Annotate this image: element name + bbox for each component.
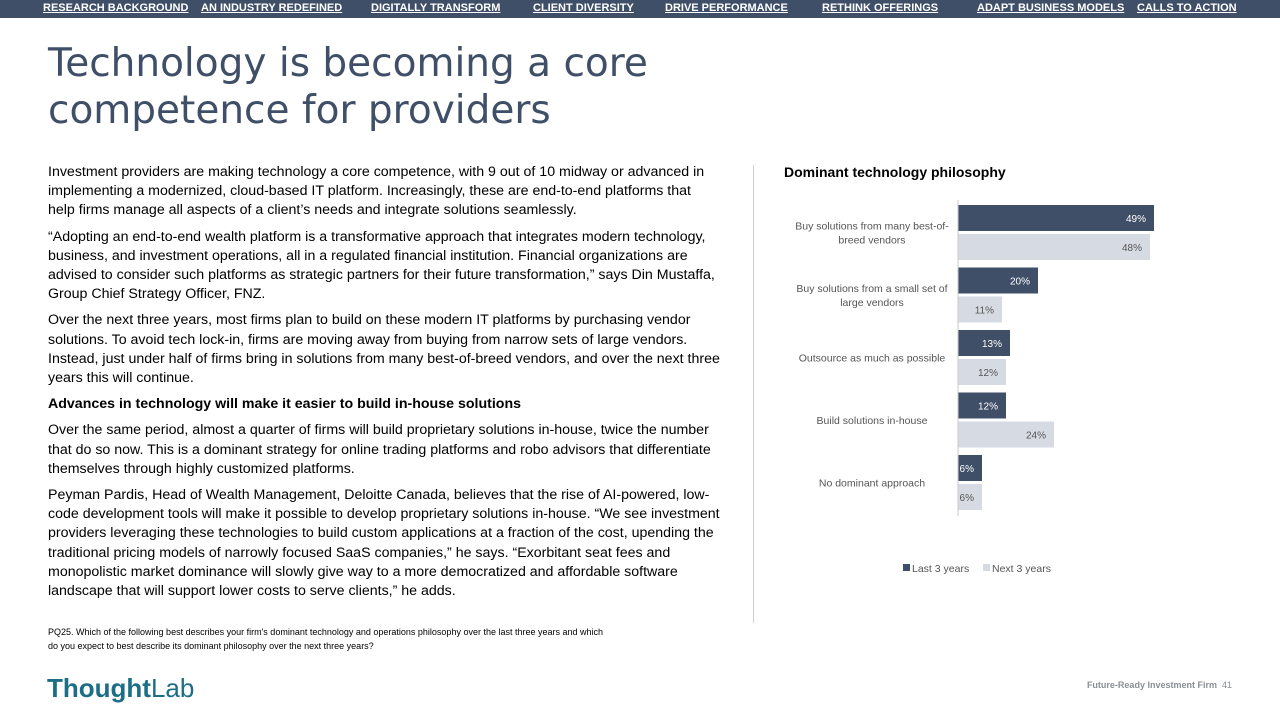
bar-last-3-years [958, 392, 1006, 419]
top-navigation: RESEARCH BACKGROUND AN INDUSTRY REDEFINE… [0, 0, 1280, 18]
bar-next-3-years [958, 296, 1002, 323]
legend-label: Last 3 years [912, 563, 969, 575]
data-label: 24% [1026, 431, 1046, 442]
bar-last-3-years [958, 267, 1038, 294]
bar-chart: Dominant technology philosophy Buy soluti… [784, 164, 1154, 575]
legend-swatch [983, 564, 990, 571]
bar-next-3-years [958, 234, 1150, 260]
bar-next-3-years [958, 421, 1054, 448]
legend-label: Next 3 years [992, 563, 1051, 575]
category-label: Outsource as much as possible [799, 353, 946, 365]
category-label: Buy solutions from many best-of-breed ve… [795, 221, 949, 247]
body-paragraph: Over the next three years, most firms pl… [48, 312, 720, 387]
nav-digitally-transform[interactable]: DIGITALLY TRANSFORM [371, 2, 501, 14]
body-paragraph-quote: “Adopting an end-to-end wealth platform … [48, 228, 715, 303]
nav-an-industry-redefined[interactable]: AN INDUSTRY REDEFINED [201, 2, 343, 14]
page-number: 41 [1221, 680, 1232, 690]
bar-last-3-years [958, 205, 1154, 231]
data-label: 13% [982, 339, 1002, 350]
nav-calls-to-action[interactable]: CALLS TO ACTION [1137, 2, 1237, 14]
logo-part-lab: Lab [150, 673, 195, 703]
data-label: 6% [960, 464, 975, 475]
legend-swatch [903, 564, 910, 571]
data-label: 49% [1126, 214, 1146, 225]
data-label: 12% [978, 368, 998, 379]
data-label: 48% [1122, 243, 1142, 254]
nav-research-background[interactable]: RESEARCH BACKGROUND [43, 2, 189, 14]
nav-adapt-business-models[interactable]: ADAPT BUSINESS MODELS [977, 2, 1125, 14]
body-text: Investment providers are making technolo… [48, 163, 720, 608]
bar-next-3-years [958, 359, 1006, 385]
chart-title: Dominant technology philosophy [784, 164, 1006, 180]
bar-last-3-years [958, 330, 1010, 356]
bar-last-3-years [958, 455, 982, 481]
data-label: 6% [960, 493, 975, 504]
category-label: Buy solutions from a small set of large v… [796, 283, 947, 309]
column-divider [753, 165, 754, 623]
thoughtlab-logo: ThoughtLab [47, 673, 194, 703]
data-label: 11% [975, 306, 994, 317]
nav-rethink-offerings[interactable]: RETHINK OFFERINGS [822, 2, 939, 14]
data-label: 20% [1010, 277, 1030, 288]
bar-next-3-years [958, 484, 982, 510]
nav-client-diversity[interactable]: CLIENT DIVERSITY [533, 2, 634, 14]
body-paragraph-quote: Peyman Pardis, Head of Wealth Management… [48, 487, 720, 600]
footnote: PQ25. Which of the following best descri… [48, 627, 604, 651]
section-subheading: Advances in technology will make it easi… [48, 396, 522, 413]
logo-part-thought: Thought [47, 673, 151, 703]
footer-report-name: Future-Ready Investment Firm [1086, 680, 1217, 690]
nav-drive-performance[interactable]: DRIVE PERFORMANCE [665, 2, 788, 14]
body-paragraph: Investment providers are making technolo… [48, 164, 705, 219]
data-label: 12% [978, 402, 998, 413]
footer: Future-Ready Investment Firm 41 [1060, 680, 1232, 690]
category-label: Build solutions in-house [817, 415, 928, 427]
body-paragraph: Over the same period, almost a quarter o… [48, 422, 711, 477]
category-label: No dominant approach [819, 478, 925, 490]
page-title: Technology is becoming a core competence… [48, 41, 648, 133]
